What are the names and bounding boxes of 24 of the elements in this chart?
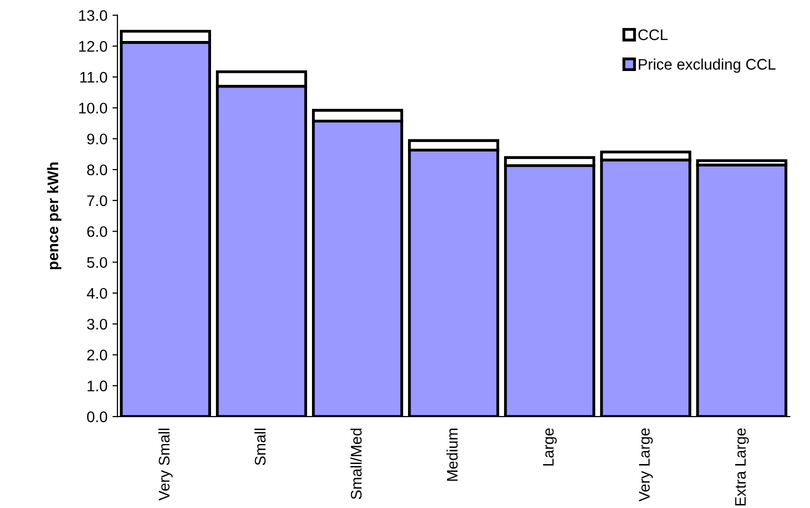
x-tick-label: Small (254, 428, 266, 466)
y-tick-label: 11.0 (80, 72, 108, 83)
x-tick-label: Very Large (639, 428, 653, 502)
x-tick-label: Large (543, 428, 557, 466)
legend-label: Price excluding CCL (638, 58, 776, 73)
legend-label: CCL (638, 29, 668, 40)
y-tick-label: 8.0 (87, 164, 108, 176)
y-tick-label: 5.0 (87, 257, 108, 268)
x-tick-label: Medium (446, 428, 458, 481)
y-axis-title: pence per kWh (47, 162, 62, 270)
x-tick-label: Very Small (158, 428, 173, 501)
y-tick-label: 9.0 (87, 134, 108, 144)
y-tick-label: 1.0 (88, 380, 108, 392)
y-tick-label: 0.0 (87, 411, 108, 422)
y-tick-label: 3.0 (87, 318, 108, 330)
y-tick-label: 2.0 (87, 350, 108, 361)
x-tick-label: Small/Med (350, 428, 362, 500)
y-tick-label: 7.0 (87, 195, 108, 206)
y-tick-label: 6.0 (87, 226, 108, 238)
y-tick-label: 12.0 (79, 40, 108, 52)
y-tick-label: 4.0 (86, 288, 108, 299)
x-tick-label: Extra Large (735, 428, 749, 506)
y-tick-label: 13.0 (79, 10, 108, 21)
y-tick-label: 10.0 (79, 102, 108, 114)
